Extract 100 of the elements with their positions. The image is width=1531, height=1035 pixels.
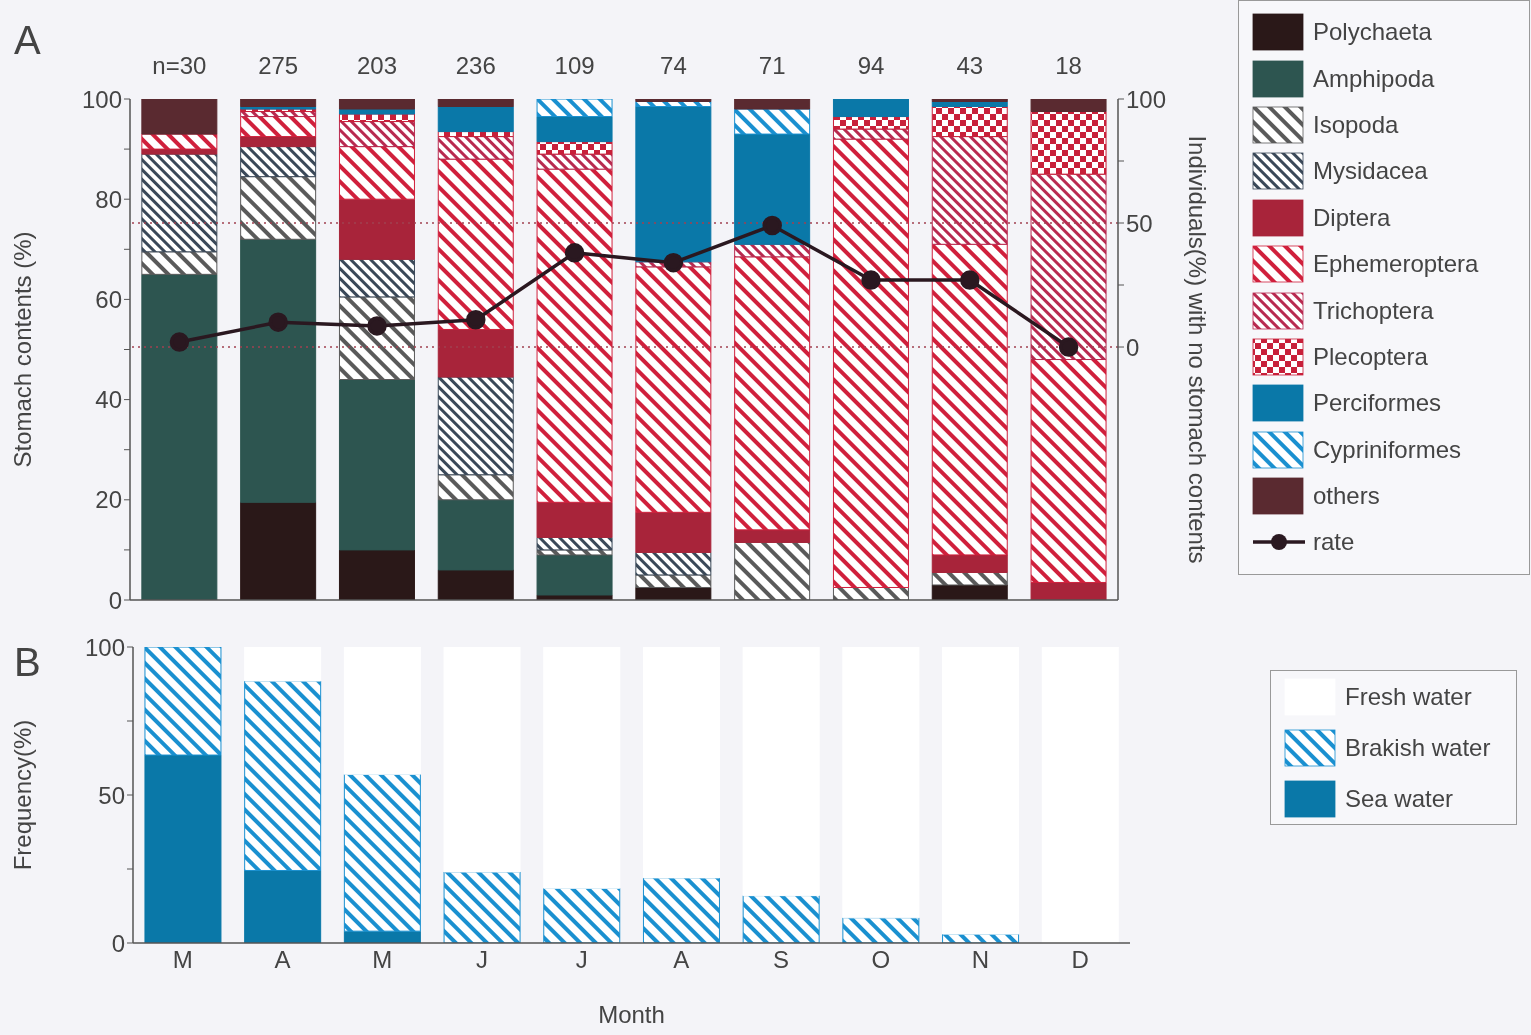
text: 43 [955, 52, 985, 80]
bar [338, 258, 415, 298]
bar [437, 474, 514, 501]
bar [1030, 111, 1107, 175]
point [762, 215, 782, 236]
bar [635, 511, 712, 553]
bar [240, 116, 317, 138]
bar [642, 877, 720, 943]
y-axis-title: Stomach contents (%) [8, 231, 36, 468]
text: 203 [355, 52, 398, 80]
text: 71 [757, 52, 787, 80]
text: 94 [856, 52, 886, 80]
bar [437, 106, 514, 133]
bar [338, 121, 415, 148]
bar [343, 773, 421, 932]
bar [443, 647, 521, 873]
bar [338, 146, 415, 200]
point [861, 270, 881, 290]
y-axis-title: Frequency(%) [8, 719, 36, 871]
y-tick-label: 80 [95, 185, 122, 213]
legend-label: Trichoptera [1313, 296, 1434, 325]
legend-label: Cypriniformes [1313, 435, 1462, 464]
legend-label: Ephemeroptera [1313, 250, 1479, 279]
text: 74 [659, 52, 688, 80]
bar [742, 647, 820, 897]
bar [642, 647, 720, 879]
point [564, 243, 585, 263]
bar [931, 554, 1008, 573]
bar [240, 238, 317, 503]
y-tick-label: 0 [108, 586, 122, 614]
bar [832, 99, 909, 118]
legend-label: Diptera [1313, 203, 1391, 232]
point [169, 332, 190, 352]
x-tick-label: O [871, 946, 891, 974]
bar [536, 153, 613, 170]
y-tick-label: 20 [95, 486, 122, 514]
bar [338, 379, 415, 551]
x-tick-label: M [372, 946, 393, 974]
x-tick-label: A [274, 946, 291, 974]
bar [1030, 359, 1107, 583]
bar [734, 99, 811, 110]
bar [842, 917, 920, 943]
x-tick-label: J [475, 946, 488, 974]
y2-tick-label: 100 [1126, 85, 1167, 113]
y-tick-label: 100 [84, 633, 125, 661]
y2-tick-label: 0 [1126, 333, 1140, 361]
bar [437, 376, 514, 476]
bar [536, 141, 613, 155]
text: n=30 [151, 52, 208, 80]
bar [832, 128, 909, 140]
bar [635, 106, 712, 263]
bar [536, 116, 613, 143]
text: 109 [553, 52, 596, 80]
bar [832, 116, 909, 130]
point [663, 252, 684, 273]
bar [141, 133, 218, 150]
bar [240, 136, 317, 148]
bar [832, 138, 909, 588]
bar [734, 133, 811, 245]
y2-axis-title: Individuals(%) with no stomach contents [1184, 135, 1212, 564]
x-tick-label: D [1071, 946, 1089, 974]
legend-label: rate [1313, 528, 1355, 557]
bar [742, 895, 820, 943]
legend-label: Amphipoda [1313, 64, 1435, 93]
bar [437, 99, 514, 108]
bar [141, 153, 218, 253]
point [268, 312, 288, 332]
point [466, 309, 486, 330]
bar [1030, 173, 1107, 361]
bar [437, 499, 514, 571]
bar [338, 549, 415, 600]
bar [338, 296, 415, 381]
bar [1041, 647, 1119, 943]
bar [543, 647, 621, 889]
bar [635, 99, 712, 103]
y-tick-label: 40 [95, 386, 122, 414]
bar [931, 243, 1008, 556]
text: 236 [454, 52, 497, 80]
point [367, 316, 387, 336]
bar [141, 251, 218, 275]
bar [443, 871, 521, 943]
bar [343, 647, 421, 775]
bar [543, 887, 621, 943]
legend-label: Perciformes [1313, 389, 1442, 418]
bar [338, 198, 415, 260]
legend-label: Plecoptera [1313, 342, 1428, 371]
y2-tick-label: 50 [1126, 209, 1153, 237]
bar [244, 647, 322, 682]
bar [240, 146, 317, 178]
bar [842, 647, 920, 919]
legend-label: Sea water [1345, 784, 1454, 813]
y-tick-label: 0 [111, 929, 125, 957]
y-tick-label: 50 [98, 781, 125, 809]
x-tick-label: S [773, 946, 790, 974]
bar [437, 158, 514, 330]
bar [244, 869, 322, 943]
bar [536, 554, 613, 596]
x-tick-label: N [971, 946, 990, 974]
legend-label: others [1313, 482, 1380, 511]
bar [635, 266, 712, 513]
